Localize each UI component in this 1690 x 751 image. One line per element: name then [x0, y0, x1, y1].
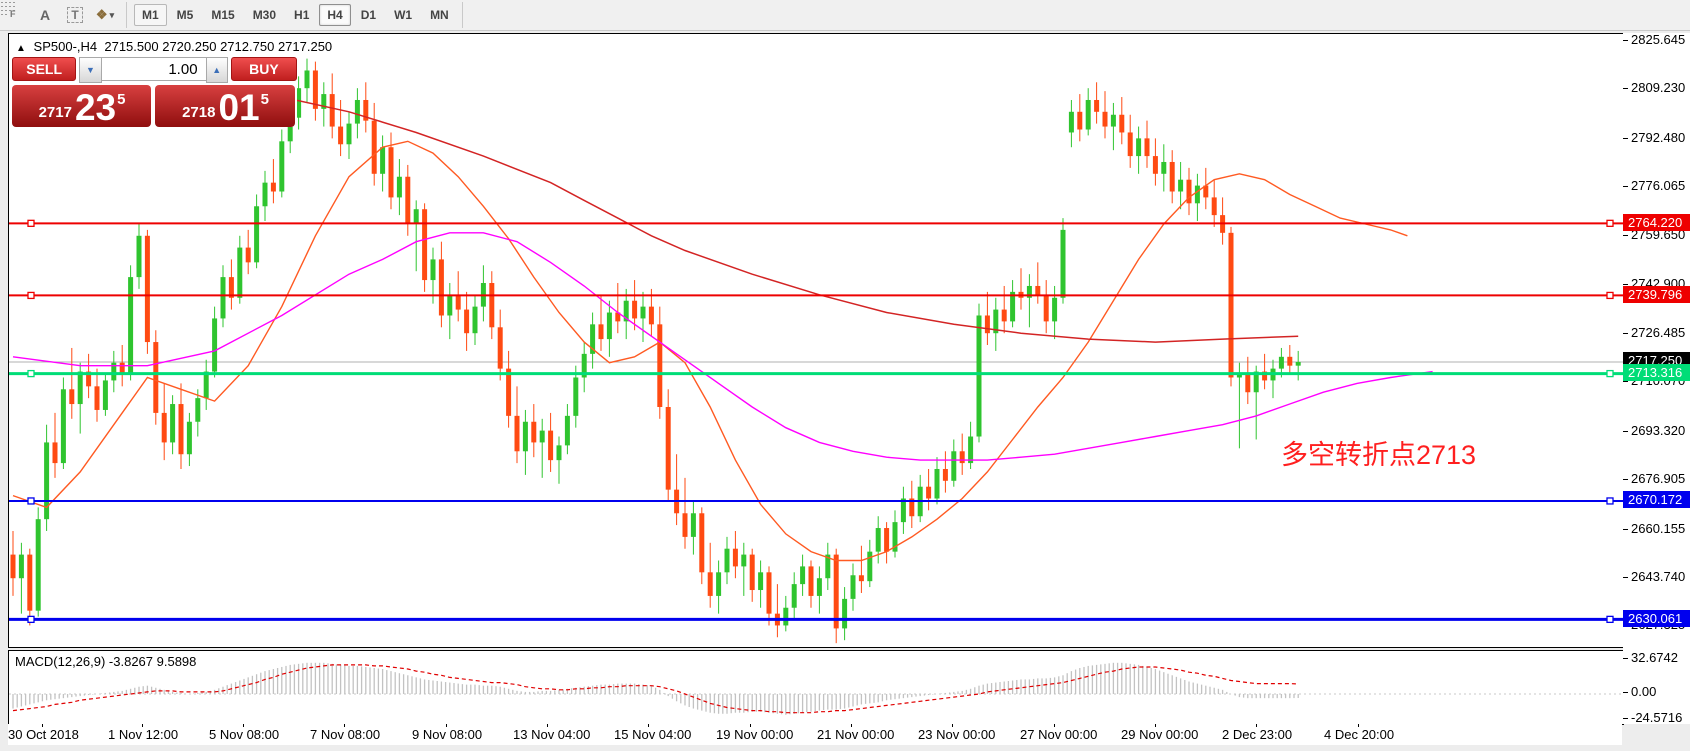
cycles-tool-icon[interactable]: ❖ ▾: [93, 3, 117, 27]
symbol-period-label: SP500-,H4: [33, 39, 98, 54]
axis-tick-mark: [1623, 528, 1628, 530]
toolbar-separator: [126, 2, 127, 28]
buy-price-sup: 5: [260, 91, 269, 108]
axis-tick-mark: [1623, 381, 1628, 383]
ohlc-open: 2715.500: [104, 39, 159, 54]
ohlc-low: 2712.750: [220, 39, 275, 54]
time-tick-mark: [142, 724, 143, 727]
volume-increase-button[interactable]: ▲: [205, 57, 228, 83]
axis-tick-mark: [1623, 137, 1628, 139]
time-tick-mark: [547, 724, 548, 727]
price-line-badge: 2764.220: [1623, 213, 1690, 231]
timeframe-m5[interactable]: M5: [176, 8, 194, 22]
main-toolbar: F A T ❖ ▾ M1 M5 M15 M30 H1 H4 D1 W1 MN: [0, 0, 1690, 31]
time-tick-label: 5 Nov 08:00: [209, 727, 280, 742]
time-tick-label: 9 Nov 08:00: [412, 727, 483, 742]
axis-tick-mark: [1623, 717, 1628, 719]
sell-price-display[interactable]: 2717 23 5: [12, 85, 151, 127]
timeframe-m30[interactable]: M30: [252, 8, 277, 22]
time-tick-mark: [750, 724, 751, 727]
price-line-badge: 2630.061: [1623, 609, 1690, 627]
time-tick-label: 23 Nov 00:00: [918, 727, 996, 742]
buy-price-prefix: 2718: [182, 104, 216, 121]
chart-text-annotation[interactable]: 多空转折点2713: [1281, 440, 1477, 470]
candlestick-chart: [9, 58, 1623, 644]
price-line-badge: 2713.316: [1623, 364, 1690, 382]
time-tick-mark: [446, 724, 447, 727]
dotted-grid-glyph: F: [1, 2, 16, 18]
price-line-badge: 2670.172: [1623, 491, 1690, 509]
axis-tick-mark: [1623, 332, 1628, 334]
time-tick-label: 15 Nov 04:00: [614, 727, 692, 742]
one-click-trading-panel: SELL ▼ ▲ BUY 2717 23 5 2718 01 5: [12, 57, 298, 127]
timeframe-button-group: M1 M5 M15 M30 H1 H4 D1 W1 MN: [133, 4, 458, 26]
time-tick-label: 19 Nov 00:00: [716, 727, 794, 742]
timeframe-h1[interactable]: H1: [294, 8, 310, 22]
axis-tick-mark: [1623, 430, 1628, 432]
axis-tick-mark: [1623, 40, 1628, 41]
macd-indicator-pane[interactable]: MACD(12,26,9) -3.8267 9.5898: [8, 650, 1624, 725]
volume-decrease-button[interactable]: ▼: [79, 57, 102, 83]
axis-tick-mark: [1623, 284, 1628, 286]
time-tick-label: 4 Dec 20:00: [1324, 727, 1395, 742]
time-tick-label: 2 Dec 23:00: [1222, 727, 1293, 742]
time-axis[interactable]: 30 Oct 2018 1 Nov 12:00 5 Nov 08:00 7 Nov 0…: [8, 724, 1622, 745]
collapse-triangle-icon[interactable]: ▲: [16, 43, 26, 54]
timeframe-w1[interactable]: W1: [394, 8, 413, 22]
sell-price-prefix: 2717: [38, 104, 72, 121]
svg-text:F: F: [10, 9, 16, 18]
cycles-glyph: ❖: [95, 7, 108, 22]
time-tick-mark: [648, 724, 649, 727]
sell-price-sup: 5: [117, 91, 126, 108]
chart-title: ▲ SP500-,H4 2715.500 2720.250 2712.750 2…: [16, 39, 332, 54]
text-tool-icon[interactable]: T: [63, 3, 87, 27]
time-tick-mark: [952, 724, 953, 727]
macd-indicator-label: MACD(12,26,9) -3.8267 9.5898: [15, 654, 197, 669]
time-tick-label: 1 Nov 12:00: [108, 727, 179, 742]
toolbar-separator: [461, 2, 463, 28]
time-tick-mark: [851, 724, 852, 727]
price-chart-pane[interactable]: ▲ SP500-,H4 2715.500 2720.250 2712.750 2…: [8, 33, 1624, 648]
time-tick-mark: [1054, 724, 1055, 727]
ohlc-close: 2717.250: [277, 39, 333, 54]
axis-tick-mark: [1623, 88, 1628, 90]
buy-price-big: 01: [218, 87, 260, 128]
timeframe-h4[interactable]: H4: [319, 4, 351, 26]
time-tick-mark: [344, 724, 345, 727]
axis-tick-mark: [1623, 186, 1628, 188]
time-tick-label: 29 Nov 00:00: [1121, 727, 1199, 742]
template-f-icon[interactable]: F: [1, 2, 27, 27]
price-axis[interactable]: 2825.645 2809.230 2792.480 2776.065 2759.650…: [1623, 32, 1690, 725]
buy-button[interactable]: BUY: [230, 57, 298, 81]
timeframe-m15[interactable]: M15: [211, 8, 235, 22]
sell-button[interactable]: SELL: [12, 57, 77, 81]
time-tick-label: 27 Nov 00:00: [1020, 727, 1098, 742]
dropdown-caret-icon: ▾: [109, 9, 115, 20]
axis-tick-mark: [1623, 479, 1628, 481]
text-label-icon[interactable]: A: [39, 7, 51, 23]
time-tick-label: 7 Nov 08:00: [310, 727, 381, 742]
time-tick-label: 13 Nov 04:00: [513, 727, 591, 742]
buy-price-display[interactable]: 2718 01 5: [155, 85, 295, 127]
time-tick-label: 30 Oct 2018: [8, 727, 79, 742]
time-tick-label: 21 Nov 00:00: [817, 727, 895, 742]
price-line-badge: 2739.796: [1623, 285, 1690, 303]
volume-input[interactable]: [101, 57, 206, 81]
ohlc-high: 2720.250: [162, 39, 217, 54]
time-tick-mark: [1155, 724, 1156, 727]
timeframe-m1[interactable]: M1: [134, 4, 167, 26]
macd-chart: [9, 662, 1623, 715]
timeframe-d1[interactable]: D1: [360, 8, 377, 22]
axis-tick-mark: [1623, 692, 1628, 693]
sell-price-big: 23: [74, 87, 117, 128]
axis-tick-mark: [1623, 576, 1628, 578]
time-tick-mark: [1358, 724, 1359, 727]
time-tick-mark: [243, 724, 244, 727]
axis-tick-mark: [1623, 658, 1628, 660]
time-tick-mark: [1256, 724, 1257, 727]
axis-tick-mark: [1623, 234, 1628, 236]
time-tick-mark: [42, 724, 43, 727]
timeframe-mn[interactable]: MN: [430, 8, 449, 22]
